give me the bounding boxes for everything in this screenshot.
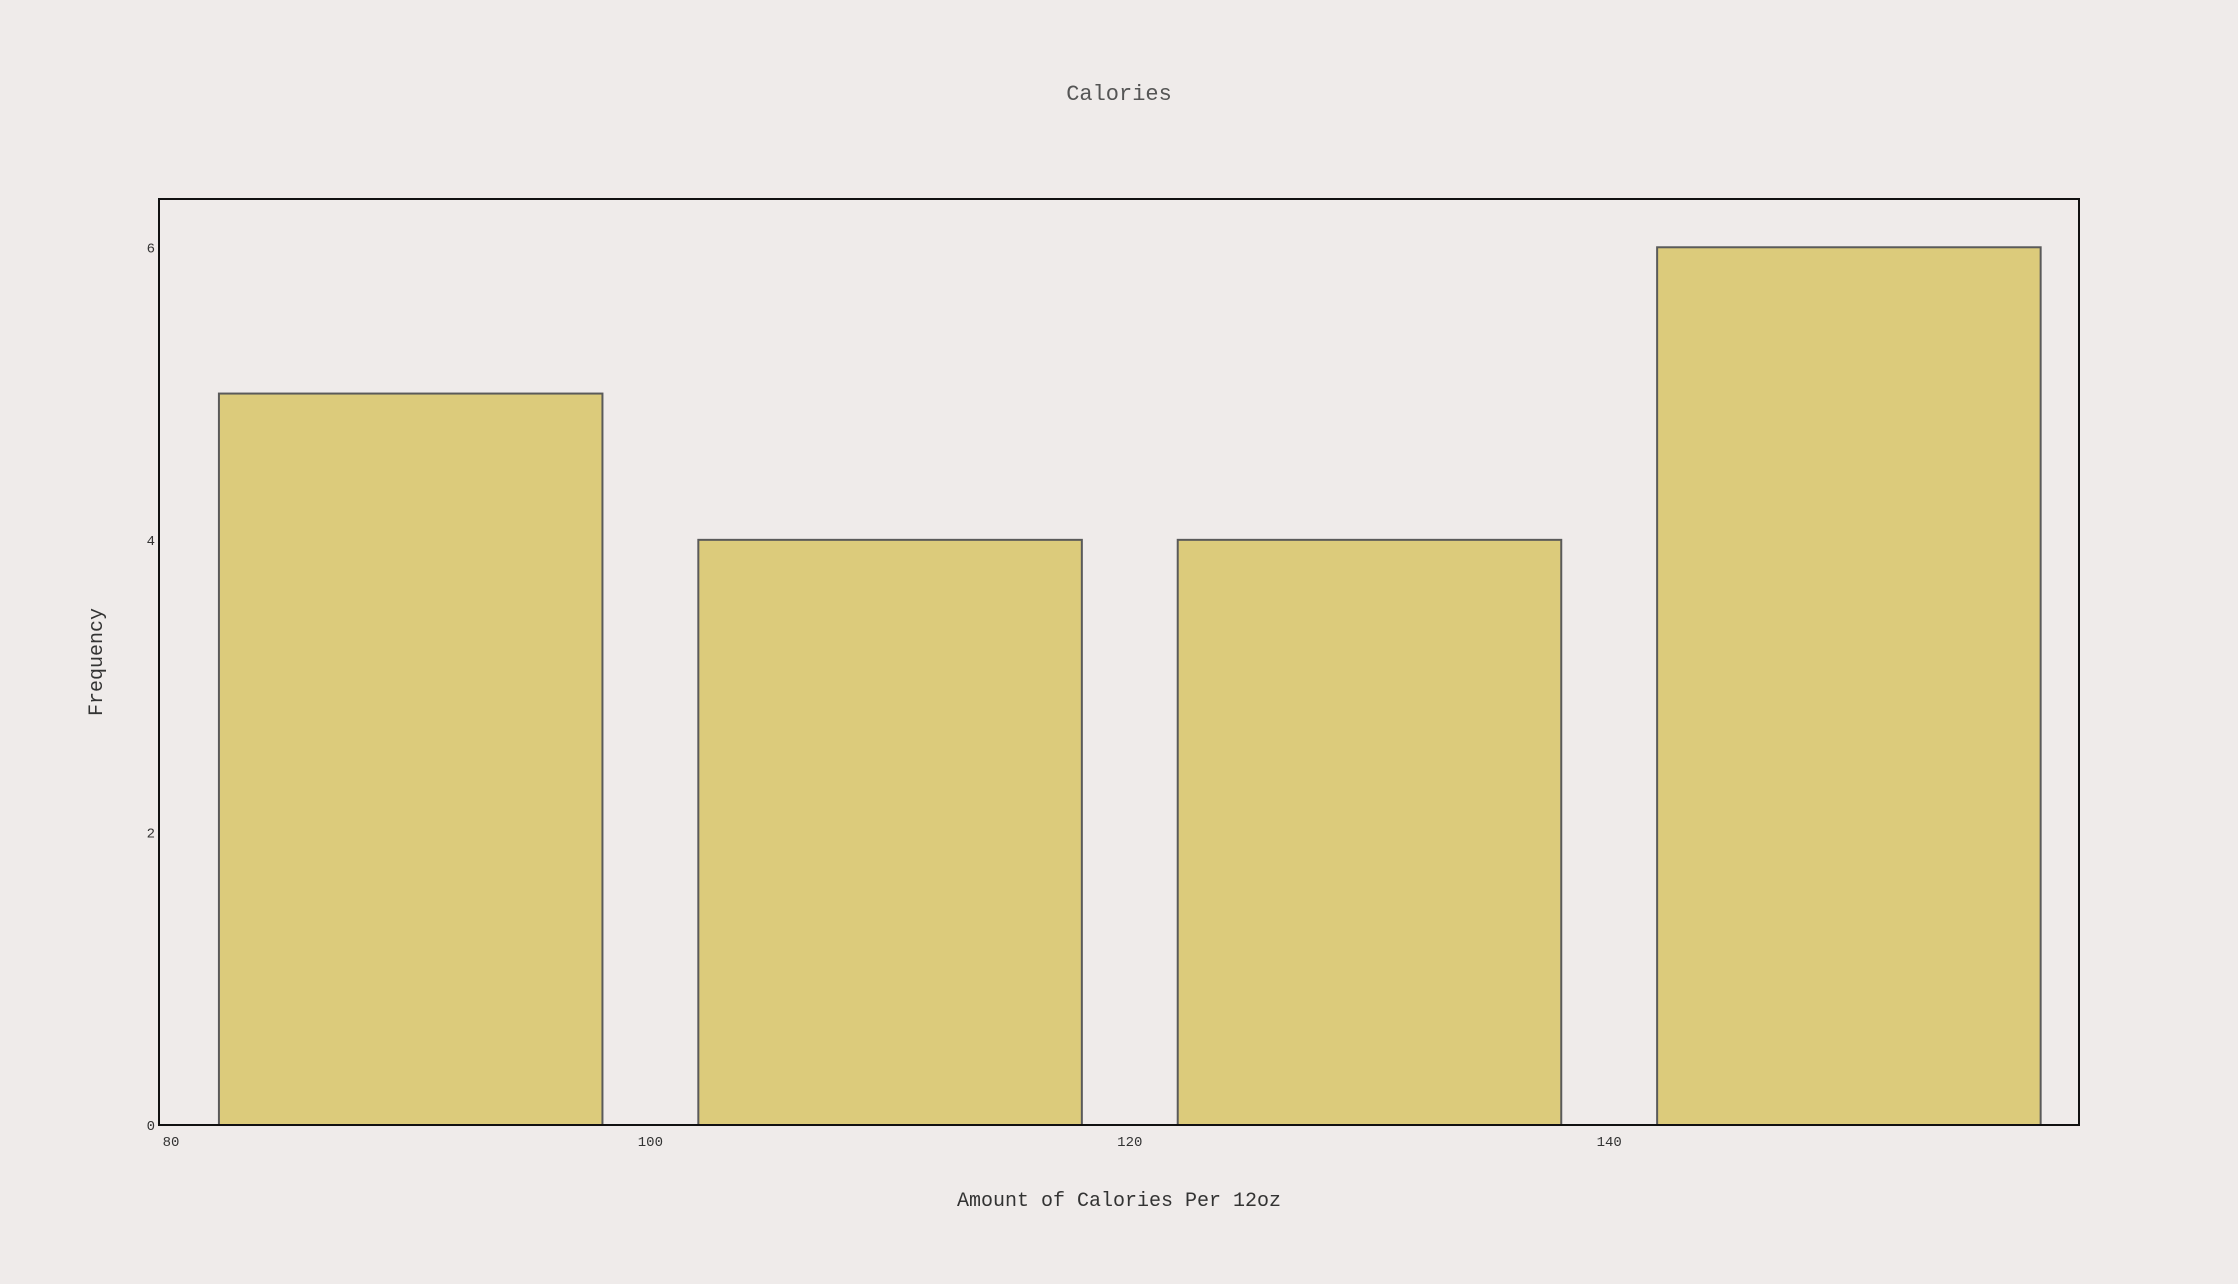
- bar-0: [217, 392, 604, 1127]
- y-axis-title: Frequency: [86, 608, 109, 716]
- x-axis-title: Amount of Calories Per 12oz: [957, 1190, 1281, 1213]
- y-tick-label-2: 4: [147, 534, 155, 550]
- x-tick-label-3: 140: [1597, 1135, 1622, 1151]
- y-axis-ticks: 0 2 4 6: [147, 241, 155, 1135]
- y-tick-label-1: 2: [147, 826, 155, 842]
- bar-3: [1656, 246, 2042, 1126]
- y-tick-label-3: 6: [147, 241, 155, 257]
- x-tick-label-1: 100: [638, 1135, 663, 1151]
- x-tick-label-0: 80: [163, 1135, 180, 1151]
- bar-2: [1176, 538, 1563, 1126]
- bar-1: [697, 538, 1083, 1126]
- x-axis-ticks: 80 100 120 140: [163, 1135, 1622, 1151]
- plot-frame: [158, 198, 2080, 1126]
- x-tick-label-2: 120: [1117, 1135, 1142, 1151]
- chart-title: Calories: [1066, 82, 1172, 107]
- bars-group: [217, 246, 2042, 1127]
- y-tick-label-0: 0: [147, 1119, 155, 1135]
